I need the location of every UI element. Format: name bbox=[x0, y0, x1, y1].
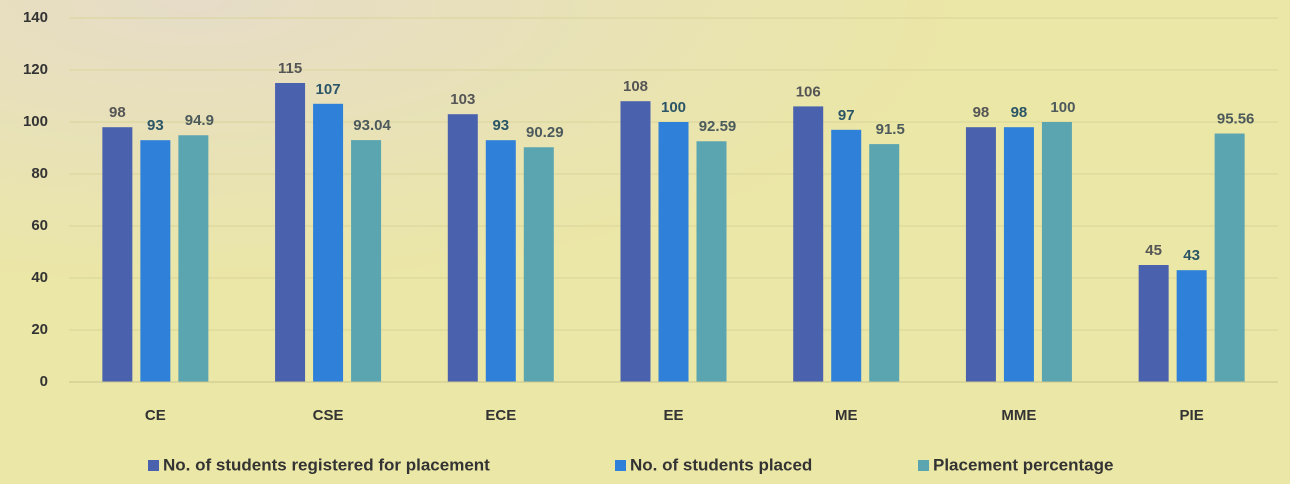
x-tick-label: CE bbox=[145, 407, 166, 424]
bar bbox=[178, 135, 209, 382]
y-tick-label: 120 bbox=[23, 61, 48, 78]
bar bbox=[102, 127, 133, 382]
bar bbox=[658, 122, 689, 382]
bar bbox=[1138, 265, 1169, 382]
value-label: 98 bbox=[109, 104, 126, 121]
legend-label: Placement percentage bbox=[933, 455, 1113, 474]
bar bbox=[140, 140, 171, 382]
value-label: 92.59 bbox=[699, 118, 737, 135]
x-tick-label: ECE bbox=[485, 407, 516, 424]
legend-swatch bbox=[615, 460, 626, 471]
bar bbox=[1214, 133, 1245, 382]
value-label: 93 bbox=[147, 117, 164, 134]
value-label: 103 bbox=[450, 91, 475, 108]
value-label: 45 bbox=[1145, 242, 1162, 259]
value-label: 100 bbox=[1050, 99, 1075, 116]
bar bbox=[696, 141, 727, 382]
bar bbox=[1003, 127, 1034, 382]
bar bbox=[831, 129, 862, 382]
x-tick-label: CSE bbox=[313, 407, 344, 424]
value-label: 100 bbox=[661, 99, 686, 116]
x-tick-label: PIE bbox=[1180, 407, 1204, 424]
value-label: 43 bbox=[1183, 247, 1200, 264]
legend-swatch bbox=[148, 460, 159, 471]
y-tick-label: 80 bbox=[31, 165, 48, 182]
x-tick-label: EE bbox=[663, 407, 683, 424]
bar bbox=[523, 147, 554, 382]
x-tick-label: MME bbox=[1001, 407, 1036, 424]
bar bbox=[485, 140, 516, 382]
value-label: 108 bbox=[623, 78, 648, 95]
value-label: 90.29 bbox=[526, 124, 564, 141]
value-label: 97 bbox=[838, 107, 855, 124]
value-label: 93 bbox=[492, 117, 509, 134]
bar bbox=[275, 83, 306, 382]
bar bbox=[351, 140, 382, 382]
legend-label: No. of students placed bbox=[630, 455, 812, 474]
bar bbox=[793, 106, 824, 383]
y-tick-label: 0 bbox=[40, 373, 48, 390]
y-tick-label: 40 bbox=[31, 269, 48, 286]
bar bbox=[1176, 270, 1207, 382]
legend-label: No. of students registered for placement bbox=[163, 455, 490, 474]
bar bbox=[1041, 122, 1072, 382]
value-label: 107 bbox=[316, 81, 341, 98]
value-label: 106 bbox=[796, 83, 821, 100]
value-label: 115 bbox=[278, 60, 302, 77]
y-tick-label: 60 bbox=[31, 217, 48, 234]
y-tick-label: 140 bbox=[23, 9, 48, 26]
bar bbox=[620, 101, 651, 382]
bar bbox=[313, 103, 344, 383]
bar bbox=[447, 114, 478, 382]
value-label: 98 bbox=[973, 104, 990, 121]
value-label: 93.04 bbox=[353, 117, 391, 134]
legend-swatch bbox=[918, 460, 929, 471]
bar bbox=[869, 144, 900, 382]
value-label: 91.5 bbox=[876, 121, 905, 138]
value-label: 95.56 bbox=[1217, 111, 1255, 128]
x-tick-label: ME bbox=[835, 407, 858, 424]
bar bbox=[965, 127, 996, 382]
value-label: 98 bbox=[1011, 104, 1028, 121]
value-label: 94.9 bbox=[185, 112, 214, 129]
y-tick-label: 100 bbox=[23, 113, 48, 130]
y-tick-label: 20 bbox=[31, 321, 48, 338]
